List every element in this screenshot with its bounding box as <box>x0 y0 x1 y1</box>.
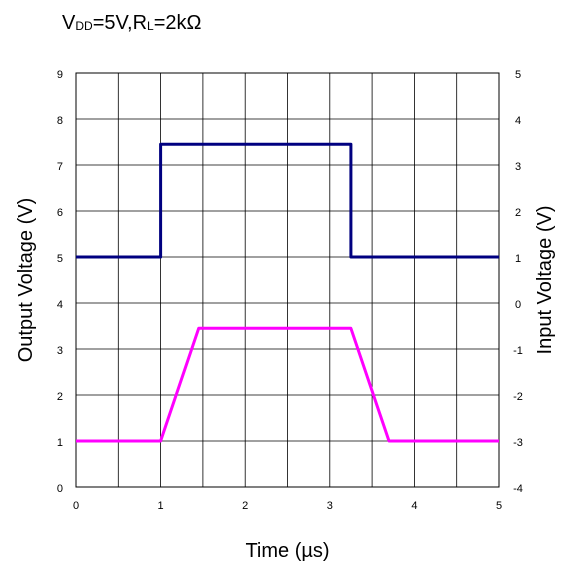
y-tick-label: 1 <box>57 437 63 449</box>
y-tick-label: 4 <box>57 299 63 311</box>
x-tick-label: 5 <box>496 500 502 512</box>
x-tick-label: 3 <box>327 500 333 512</box>
test-condition: VDD=5V,RL=2kΩ <box>62 12 201 35</box>
input-voltage-line <box>76 142 499 259</box>
x-axis-label: Time (µs) <box>245 540 329 562</box>
rl-subscript: L <box>147 19 154 33</box>
y-tick-label: 8 <box>57 115 63 127</box>
vdd-subscript: DD <box>75 19 93 33</box>
y-tick-label: 9 <box>57 69 63 81</box>
x-tick-label: 2 <box>242 500 248 512</box>
y2-tick-label: -2 <box>513 391 523 403</box>
y-tick-label: 7 <box>57 161 63 173</box>
plot-frame <box>75 72 500 488</box>
y2-tick-label: 3 <box>515 161 521 173</box>
rl-label: R <box>132 12 148 34</box>
series-layer <box>76 142 499 443</box>
y2-tick-label: -4 <box>513 483 523 495</box>
output-voltage-line <box>76 326 499 443</box>
y-tick-label: 3 <box>57 345 63 357</box>
y-tick-labels: 0 1 2 3 4 5 6 7 8 9 <box>57 69 63 495</box>
y2-tick-label: 4 <box>515 115 521 127</box>
y2-tick-label: 0 <box>515 299 521 311</box>
x-tick-label: 1 <box>158 500 164 512</box>
x-tick-labels: 0 1 2 3 4 5 <box>73 500 502 512</box>
y2-tick-label: 1 <box>515 253 521 265</box>
y2-tick-label: -1 <box>513 345 523 357</box>
y2-axis-label: Input Voltage (V) <box>534 206 556 355</box>
y2-tick-label: 5 <box>515 69 521 81</box>
y-tick-label: 6 <box>57 207 63 219</box>
y2-tick-label: 2 <box>515 207 521 219</box>
vdd-value: =5V, <box>92 12 133 34</box>
y2-tick-label: -3 <box>513 437 523 449</box>
rl-value: =2kΩ <box>153 12 202 34</box>
vdd-label: V <box>62 12 76 34</box>
x-tick-label: 0 <box>73 500 79 512</box>
y2-tick-labels: -4 -3 -2 -1 0 1 2 3 4 5 <box>513 69 523 495</box>
y-tick-label: 0 <box>57 483 63 495</box>
y-tick-label: 5 <box>57 253 63 265</box>
y-axis-label: Output Voltage (V) <box>15 198 37 363</box>
y-tick-label: 2 <box>57 391 63 403</box>
x-tick-label: 4 <box>411 500 417 512</box>
grid-lines <box>76 73 499 487</box>
